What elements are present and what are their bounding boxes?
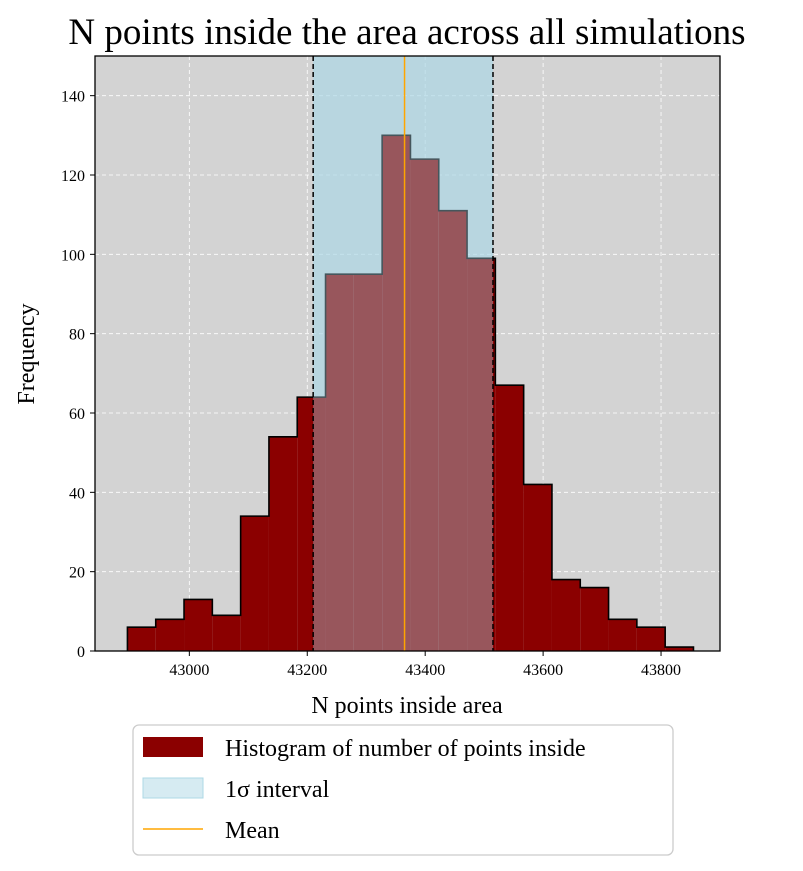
y-tick-label: 0	[77, 644, 85, 661]
x-tick-label: 43400	[405, 662, 445, 679]
x-axis-label: N points inside area	[311, 693, 503, 719]
histogram-bar	[382, 135, 411, 651]
histogram-bar	[495, 385, 524, 651]
plot-frame	[94, 55, 721, 652]
legend-box	[132, 724, 674, 856]
legend-label-sigma: 1σ interval	[225, 777, 330, 803]
legend-sigma-swatch	[142, 777, 204, 799]
x-tick-label: 43800	[641, 662, 681, 679]
histogram-bar	[353, 274, 383, 651]
x-tick-label: 43200	[287, 662, 327, 679]
histogram-bar	[467, 258, 496, 651]
histogram-bar	[438, 210, 468, 651]
histogram-bar	[297, 397, 326, 651]
histogram-bar	[212, 615, 241, 651]
reference-lines	[312, 56, 494, 651]
x-tick-label: 43600	[523, 662, 563, 679]
y-tick-label: 80	[69, 327, 85, 344]
y-axis-ticks: 0 20 40 60 80 100 120 140	[61, 89, 95, 661]
sigma-interval-overlay	[313, 56, 493, 651]
histogram-bar	[127, 627, 156, 651]
histogram-bar	[325, 274, 354, 651]
y-tick-label: 60	[69, 406, 85, 423]
legend-label-histogram: Histogram of number of points inside	[225, 736, 586, 762]
histogram-bar	[580, 587, 609, 651]
histogram-bar	[551, 579, 581, 651]
histogram-bar	[410, 159, 439, 651]
histogram-bar	[184, 599, 213, 651]
y-tick-label: 140	[61, 89, 85, 106]
y-tick-label: 100	[61, 247, 85, 264]
legend-histogram-swatch	[143, 737, 203, 757]
histogram-bar	[608, 619, 637, 651]
legend-label-mean: Mean	[225, 818, 280, 844]
legend: Histogram of number of points inside 1σ …	[132, 724, 674, 856]
y-tick-label: 120	[61, 168, 85, 185]
x-axis-ticks: 43000 43200 43400 43600 43800	[169, 651, 681, 679]
x-tick-label: 43000	[169, 662, 209, 679]
histogram-bar	[155, 619, 185, 651]
histogram-bars	[126, 134, 695, 651]
histogram-bar	[240, 516, 269, 651]
histogram-bar	[268, 436, 298, 651]
chart-title: N points inside the area across all simu…	[68, 12, 745, 53]
histogram-outline	[126, 134, 695, 651]
y-tick-label: 40	[69, 485, 85, 502]
y-tick-label: 20	[69, 565, 85, 582]
histogram-bar	[665, 647, 694, 651]
y-axis-label: Frequency	[14, 303, 40, 404]
histogram-bar	[523, 484, 552, 651]
histogram-bar	[636, 627, 666, 651]
